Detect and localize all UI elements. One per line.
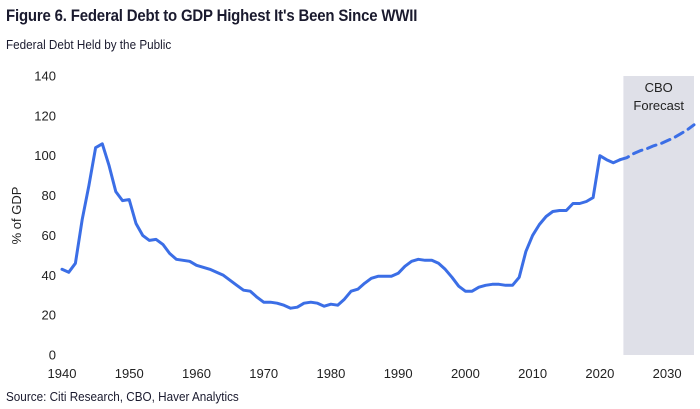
x-axis: 1940 1950 1960 1970 1980 1990 2000 2010 2020 2030 [48, 366, 682, 381]
chart-title: Figure 6. Federal Debt to GDP Highest It… [6, 6, 418, 25]
x-tick-label: 1980 [316, 366, 345, 381]
forecast-region [623, 76, 694, 355]
y-tick-label: 60 [42, 228, 56, 243]
y-tick-label: 40 [42, 268, 56, 283]
x-tick-label: 2030 [653, 366, 682, 381]
forecast-label-cbo: CBO [645, 80, 673, 95]
x-tick-label: 1960 [182, 366, 211, 381]
y-tick-label: 20 [42, 308, 56, 323]
x-tick-label: 2020 [585, 366, 614, 381]
x-tick-label: 1990 [384, 366, 413, 381]
historical-series-line [60, 142, 622, 310]
x-tick-label: 1940 [48, 366, 77, 381]
y-tick-label: 140 [34, 69, 56, 84]
y-axis-label: % of GDP [9, 187, 24, 245]
forecast-series-line [618, 123, 696, 162]
x-tick-label: 1950 [115, 366, 144, 381]
y-tick-label: 100 [34, 148, 56, 163]
x-tick-label: 2010 [518, 366, 547, 381]
source-note: Source: Citi Research, CBO, Haver Analyt… [6, 389, 239, 404]
y-axis: 0 20 40 60 80 100 120 140 [34, 69, 56, 363]
y-tick-label: 80 [42, 188, 56, 203]
y-tick-label: 120 [34, 108, 56, 123]
forecast-label-forecast: Forecast [633, 98, 684, 113]
y-tick-label: 0 [49, 348, 56, 363]
series-layer [60, 123, 696, 310]
x-tick-label: 2000 [451, 366, 480, 381]
x-tick-label: 1970 [249, 366, 278, 381]
chart-subtitle: Federal Debt Held by the Public [6, 37, 172, 52]
